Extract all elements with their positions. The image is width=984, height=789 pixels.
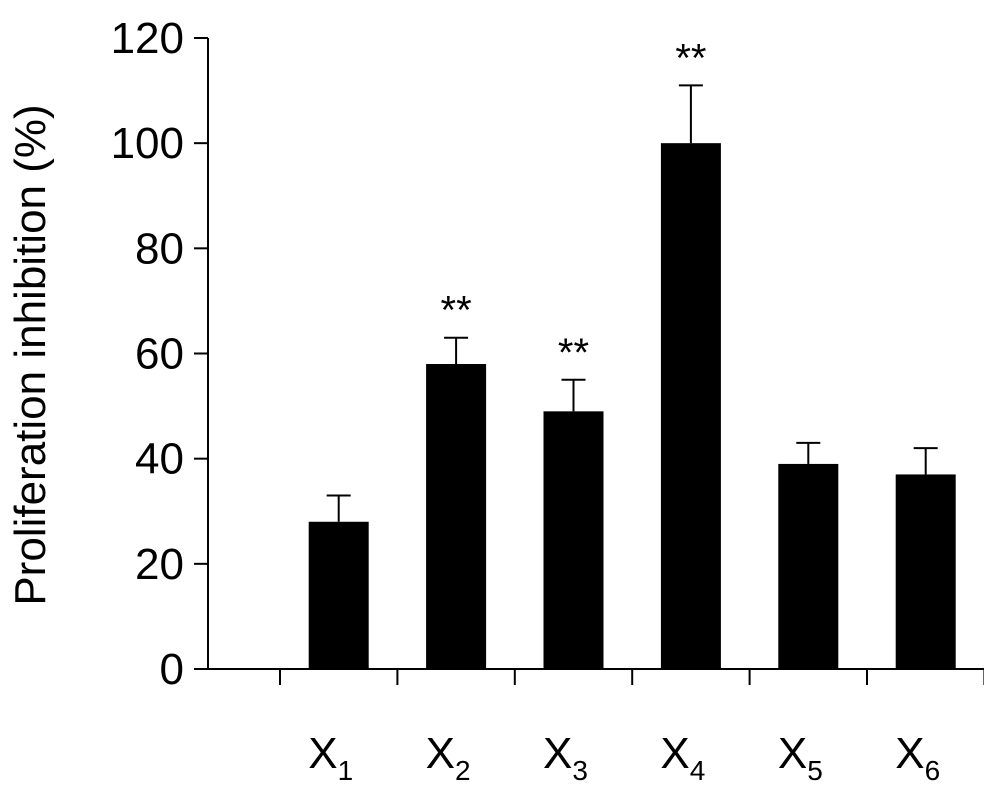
category-label-main: X xyxy=(895,729,924,778)
x-ticks xyxy=(279,669,984,685)
category-label: X1 xyxy=(308,729,353,786)
significance-labels: ** ** ** xyxy=(441,36,707,374)
category-label-subscript: 2 xyxy=(455,755,471,786)
y-axis-label: Proliferation inhibition (%) xyxy=(6,104,55,605)
bar xyxy=(660,143,721,669)
category-label: X4 xyxy=(660,729,705,786)
y-tick-label: 40 xyxy=(135,435,184,484)
significance-label: ** xyxy=(441,289,472,333)
category-label: X2 xyxy=(426,729,471,786)
bar xyxy=(895,474,956,669)
category-label-main: X xyxy=(308,729,337,778)
category-label-main: X xyxy=(426,729,455,778)
significance-label: ** xyxy=(558,331,589,375)
y-tick-label: 80 xyxy=(135,224,184,273)
bar xyxy=(778,463,839,669)
category-label: X5 xyxy=(778,729,823,786)
category-label-subscript: 5 xyxy=(807,755,823,786)
category-label-main: X xyxy=(778,729,807,778)
bar xyxy=(426,364,487,669)
bar xyxy=(543,411,604,669)
category-label: X6 xyxy=(895,729,940,786)
y-tick-label: 120 xyxy=(111,14,184,63)
category-label: X3 xyxy=(543,729,588,786)
category-label-subscript: 4 xyxy=(690,755,706,786)
y-tick-label: 20 xyxy=(135,540,184,589)
category-label-subscript: 1 xyxy=(338,755,354,786)
category-labels: X1 X2 X3 X4 X5 X6 xyxy=(308,729,940,786)
category-label-main: X xyxy=(660,729,689,778)
category-label-main: X xyxy=(543,729,572,778)
y-tick-label: 0 xyxy=(160,645,184,694)
y-ticks: 0 20 40 60 80 100 120 xyxy=(111,14,208,694)
error-bars xyxy=(326,84,938,522)
y-tick-label: 60 xyxy=(135,330,184,379)
y-tick-label: 100 xyxy=(111,119,184,168)
significance-label: ** xyxy=(675,36,706,80)
bar xyxy=(308,521,369,669)
bars xyxy=(308,143,956,669)
category-label-subscript: 6 xyxy=(925,755,941,786)
category-label-subscript: 3 xyxy=(572,755,588,786)
